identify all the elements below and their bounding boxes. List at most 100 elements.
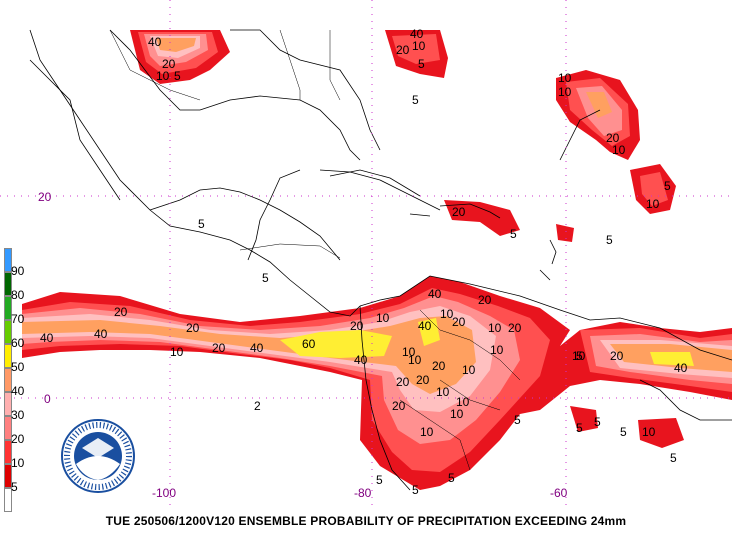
contour-label: 10 [612,143,626,157]
coastlines [29,29,732,491]
legend-label-30: 30 [11,408,25,422]
contour-label: 5 [418,57,425,71]
contour-label: 10 [408,353,422,367]
legend-label-10: 10 [11,456,25,470]
contour-label: 5 [664,179,671,193]
contour-label: 10 [376,311,390,325]
lon-label-100w: -100 [152,486,176,500]
lat-label-20: 20 [38,190,52,204]
contour-label: 40 [418,319,432,333]
contour-label: 5 [576,421,583,435]
caribbean-islands [329,169,557,281]
contour-label: 20 [114,305,128,319]
contour-label: 40 [40,331,54,345]
contour-label: 20 [350,319,364,333]
lon-label-80w: -80 [354,486,372,500]
contour-label: 20 [392,399,406,413]
contour-label: 10 [402,345,416,359]
contour-label: 40 [410,27,424,41]
legend-swatch-90 [4,248,12,272]
contour-label: 20 [478,293,492,307]
contour-label: 5 [510,227,517,241]
map-caption: TUE 250506/1200V120 ENSEMBLE PROBABILITY… [105,514,627,528]
legend-swatch-40 [4,368,12,392]
legend-swatch-50 [4,344,12,368]
legend-label-50: 50 [11,360,25,374]
contour-label: 10 [436,385,450,399]
probability-legend: 90 80 70 60 50 40 30 20 10 5 [0,248,30,523]
contour-label: 5 [576,349,583,363]
contour-label: 40 [428,287,442,301]
contour-label: 20 [452,205,466,219]
contour-label: 10 [462,363,476,377]
contour-label: 20 [186,321,200,335]
contour-label: 20 [212,341,226,355]
contour-label: 5 [174,69,181,83]
contour-label: 40 [148,35,162,49]
legend-label-70: 70 [11,312,25,326]
legend-swatch-70 [4,296,12,320]
contour-label: 5 [514,413,521,427]
contour-label: 5 [606,233,613,247]
legend-label-90: 90 [11,264,25,278]
legend-label-80: 80 [11,288,25,302]
lon-label-60w: -60 [550,486,568,500]
political-borders [109,29,521,471]
legend-label-5: 5 [11,480,18,494]
contour-label: 5 [198,217,205,231]
contour-label: 10 [440,307,454,321]
contour-label: 5 [262,271,269,285]
contour-label: 5 [376,473,383,487]
contour-label: 40 [354,353,368,367]
contour-label: 5 [670,451,677,465]
contour-label: 20 [610,349,624,363]
contour-label: 5 [594,415,601,429]
contour-label: 20 [162,57,176,71]
contour-label: 60 [302,337,316,351]
contour-label: 20 [432,359,446,373]
contour-label: 10 [558,85,572,99]
contour-label: 10 [646,197,660,211]
lat-label-0: 0 [44,392,51,406]
contour-label: 10 [558,71,572,85]
contour-label: 5 [620,425,627,439]
legend-label-60: 60 [11,336,25,350]
contour-label: 40 [250,341,264,355]
contour-label: 20 [606,131,620,145]
contour-label: 10 [412,39,426,53]
contour-label: 10 [170,345,184,359]
contour-label: 10 [456,395,470,409]
legend-label-20: 20 [11,432,25,446]
contour-label: 20 [396,375,410,389]
lat-lon-grid [0,0,732,510]
legend-swatch-30 [4,392,12,416]
contour-label: 5 [412,483,419,497]
contour-label: 2 [254,399,261,413]
precip-fill-50 [280,318,694,366]
legend-swatch-0 [4,488,12,512]
contour-label: 5 [448,471,455,485]
contour-label: 10 [642,425,656,439]
legend-swatch-80 [4,272,12,296]
legend-swatch-60 [4,320,12,344]
legend-label-40: 40 [11,384,25,398]
contour-label: 40 [94,327,108,341]
contour-label: 20 [416,373,430,387]
contour-labels: 40 20 10 5 40 20 10 5 5 10 10 20 10 5 20… [40,27,688,497]
legend-swatch-20 [4,416,12,440]
contour-label: 5 [412,93,419,107]
contour-label: 10 [450,407,464,421]
contour-label: 20 [396,43,410,57]
contour-label: 10 [420,425,434,439]
noaa-logo [61,419,135,493]
contour-label: 10 [490,343,504,357]
legend-swatch-10 [4,440,12,464]
contour-label: 20 [508,321,522,335]
contour-label: 40 [674,361,688,375]
contour-label: 10 [156,69,170,83]
legend-swatch-5 [4,464,12,488]
contour-label: 10 [488,321,502,335]
contour-label: 20 [452,315,466,329]
